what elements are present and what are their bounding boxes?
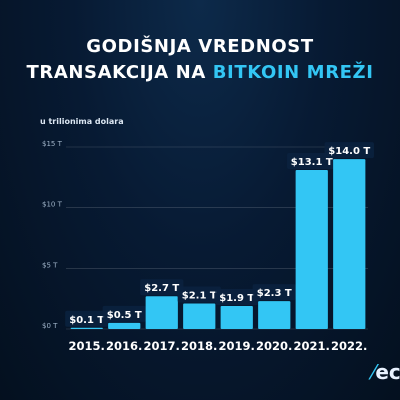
x-tick-label: 2019. xyxy=(219,339,255,353)
x-tick-label: 2018. xyxy=(181,339,217,353)
bar xyxy=(295,170,328,329)
bar xyxy=(258,301,291,329)
x-tick-label: 2021. xyxy=(294,339,330,353)
y-tick-label: $10 T xyxy=(42,201,63,209)
unit-label: u trilionima dolara xyxy=(40,117,124,126)
bar-value-label-bg xyxy=(102,305,146,322)
y-tick-label: $0 T xyxy=(42,322,58,330)
bar-value-label-bg xyxy=(177,286,221,303)
bar-value-label: $14.0 T xyxy=(328,146,370,157)
y-tick-label: $5 T xyxy=(42,261,58,269)
x-tick-label: 2017. xyxy=(144,339,180,353)
x-tick-label: 2016. xyxy=(106,339,142,353)
bar xyxy=(70,327,103,329)
title-line-2-accent: BITKOIN MREŽI xyxy=(212,62,374,83)
bar-value-label-bg xyxy=(252,284,296,301)
bar-value-label: $0.1 T xyxy=(69,315,104,326)
bar-value-label: $0.5 T xyxy=(107,310,142,321)
bar-value-label: $2.3 T xyxy=(257,288,292,299)
bar-value-label: $1.9 T xyxy=(219,293,254,304)
x-tick-label: 2015. xyxy=(69,339,105,353)
x-tick-label: 2022. xyxy=(331,339,367,353)
bar-value-label-bg xyxy=(215,288,259,305)
bar xyxy=(145,296,178,329)
bar-value-label-bg xyxy=(140,279,184,296)
bar-value-label-bg xyxy=(324,142,374,159)
x-tick-label: 2020. xyxy=(256,339,292,353)
title-line-2-prefix: TRANSAKCIJA NA xyxy=(26,62,213,83)
bar xyxy=(108,322,141,329)
logo-swoosh-icon: ⁄ xyxy=(372,360,376,384)
brand-logo: ⁄ec xyxy=(372,360,400,384)
bar xyxy=(220,305,253,329)
title-line-2: TRANSAKCIJA NA BITKOIN MREŽI xyxy=(0,60,400,86)
chart-title: GODIŠNJA VREDNOST TRANSAKCIJA NA BITKOIN… xyxy=(0,34,400,86)
bar-value-label-bg xyxy=(65,310,109,327)
y-tick-label: $15 T xyxy=(42,140,63,148)
title-line-1: GODIŠNJA VREDNOST xyxy=(86,36,314,57)
bar-value-label: $2.1 T xyxy=(182,291,217,302)
bar xyxy=(183,303,216,329)
bar-value-label: $2.7 T xyxy=(144,283,179,294)
bar xyxy=(333,159,366,329)
bar-value-label: $13.1 T xyxy=(291,157,333,168)
bar-value-label-bg xyxy=(287,153,337,170)
